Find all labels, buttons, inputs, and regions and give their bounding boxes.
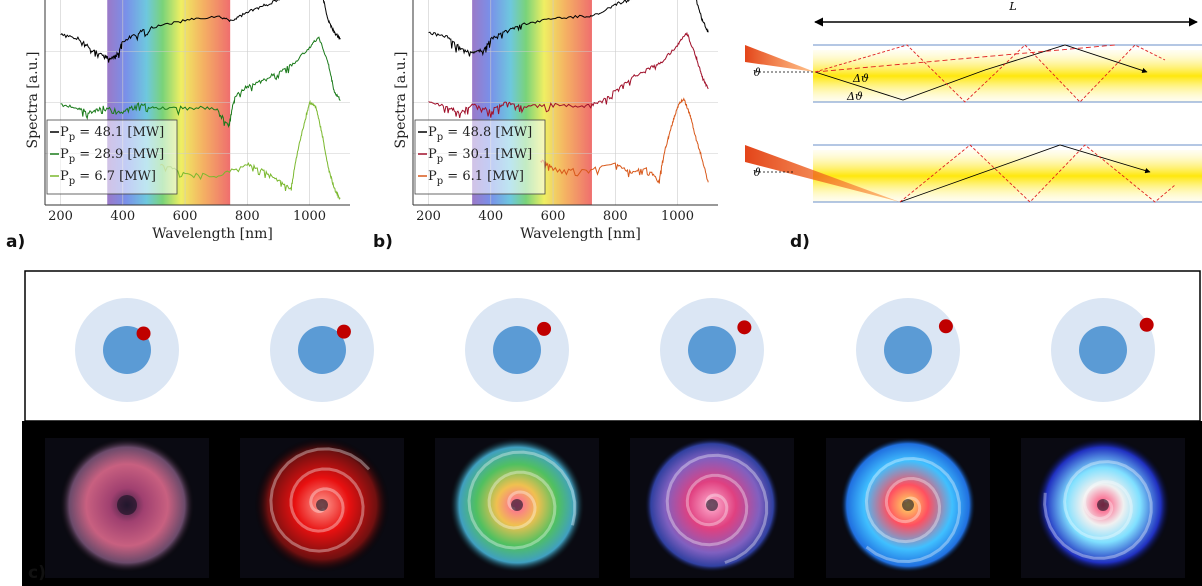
fiber-core [493, 326, 541, 374]
photo-center [511, 499, 523, 511]
x-axis-label: Wavelength [nm] [152, 226, 273, 242]
y-axis-label: Spectra [a.u.] [25, 52, 41, 149]
light-spot [336, 324, 351, 339]
photo-center [316, 499, 328, 511]
spiral-pattern [665, 453, 769, 564]
legend-entry: Pp = 6.7 [MW] [60, 169, 156, 187]
x-tick-label: 600 [541, 209, 566, 224]
legend-box [414, 119, 546, 195]
schematic-frame [24, 270, 1201, 422]
x-tick-label: 200 [48, 209, 73, 224]
legend-entry: Pp = 30.1 [MW] [428, 147, 532, 165]
fiber-core-top [813, 50, 1202, 102]
length-label: L [1008, 0, 1016, 13]
panel-letter-c: c) [28, 563, 46, 583]
series-line [60, 0, 341, 63]
light-spot [938, 319, 953, 334]
light-spot [1139, 317, 1154, 332]
spectra-chart-b: 200 400 600 800 1000 Wavelength [nm] Spectra [… [393, 0, 718, 242]
delta-label-2: Δϑ [846, 90, 863, 103]
x-tick-label: 400 [478, 209, 503, 224]
spiral-pattern [1043, 460, 1153, 560]
ray-dashed-bottom [899, 144, 1176, 203]
fiber-core [298, 326, 346, 374]
fiber-core [1079, 326, 1127, 374]
ray-solid-bottom [899, 144, 1151, 203]
series-line [428, 31, 709, 118]
x-tick-label: 200 [416, 209, 441, 224]
spectra-chart-a: 200 400 600 800 1000 Wavelength [nm] Spectra [… [25, 0, 350, 242]
x-axis-label: Wavelength [nm] [520, 226, 641, 242]
photo-center [117, 495, 137, 515]
legend-box [46, 119, 178, 195]
light-spot [537, 321, 552, 336]
light-spot [136, 326, 151, 341]
fiber-images-c: c) [22, 270, 1202, 586]
ray-solid-top [814, 44, 1148, 101]
x-tick-label: 800 [235, 209, 260, 224]
series-line [159, 99, 341, 200]
panel-letter-b: b) [373, 232, 393, 252]
ray-dashed-top [814, 44, 1166, 103]
legend-entry: Pp = 6.1 [MW] [428, 169, 524, 187]
photo-center [902, 499, 914, 511]
spiral-pattern [467, 450, 577, 550]
angle-label-top: ϑ [753, 66, 761, 79]
series-line [428, 0, 709, 57]
fiber-core-bottom [813, 150, 1202, 202]
panel-letter-a: a) [6, 232, 26, 252]
fiber-core [688, 326, 736, 374]
x-tick-label: 1000 [661, 209, 694, 224]
y-axis-label: Spectra [a.u.] [393, 52, 409, 149]
x-tick-label: 800 [603, 209, 628, 224]
spiral-pattern [864, 456, 961, 564]
photo-center [706, 499, 718, 511]
series-line [540, 97, 709, 184]
ray-diagram-d: L ϑ Δϑ Δϑ ϑ [745, 0, 1202, 203]
panel-letter-d: d) [790, 232, 810, 252]
x-tick-label: 400 [110, 209, 135, 224]
legend-entry: Pp = 48.1 [MW] [60, 125, 164, 143]
delta-label-1: Δϑ [852, 72, 869, 85]
photo-strip [22, 421, 1202, 586]
x-tick-label: 1000 [293, 209, 326, 224]
input-cone-bottom [745, 145, 900, 202]
series-line [60, 36, 341, 129]
input-cone-top [745, 45, 815, 72]
light-spot [737, 320, 752, 335]
photo-center [1097, 499, 1109, 511]
x-tick-label: 600 [173, 209, 198, 224]
angle-label-bottom: ϑ [753, 166, 761, 179]
legend-entry: Pp = 28.9 [MW] [60, 147, 164, 165]
legend-entry: Pp = 48.8 [MW] [428, 125, 532, 143]
fiber-core [884, 326, 932, 374]
spiral-pattern [269, 447, 371, 553]
